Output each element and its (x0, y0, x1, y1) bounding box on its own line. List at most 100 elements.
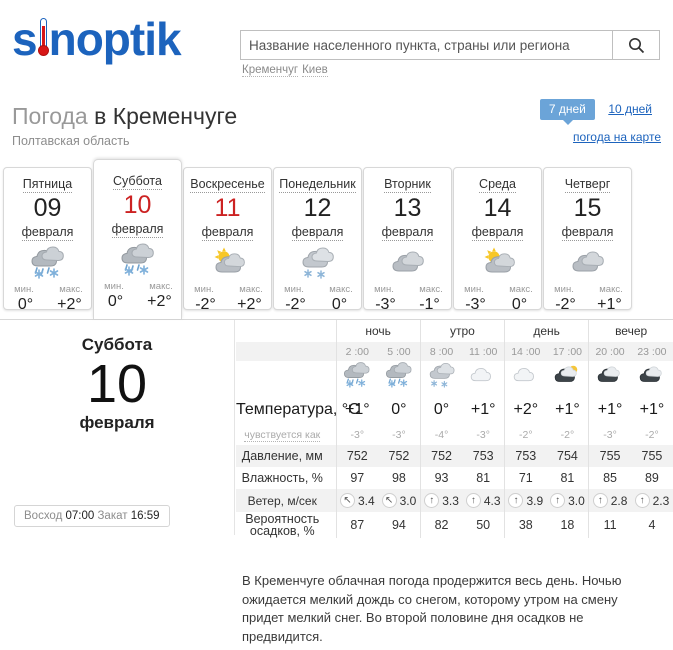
search-icon (628, 37, 644, 53)
day-card-date: 09 (33, 194, 62, 222)
day-card-max-label: макс. (149, 281, 173, 292)
wind-speed-6: 2.8 (610, 493, 628, 508)
day-card-date: 14 (483, 194, 512, 222)
day-card-min-label: мин. (284, 284, 304, 295)
snow-cloud-icon (301, 247, 334, 279)
day-card-weekday: Понедельник (279, 177, 356, 193)
day-card-10[interactable]: Суббота 10 февраля мин. макс. 0° +2° (93, 159, 182, 319)
wind-direction-icon-2: ↑ (424, 493, 440, 508)
region-label: Полтавская область (12, 134, 130, 148)
day-card-min-temp: 0° (107, 293, 124, 310)
wind-speed-0: 3.4 (357, 493, 375, 508)
wind-cell-5: ↑ 3.0 (546, 489, 589, 512)
temperature-cell-0: +1° (335, 396, 379, 424)
time-cell-1: 5 :00 (378, 342, 421, 361)
wind-direction-icon-5: ↑ (550, 493, 566, 508)
temperature-cell-6: +1° (588, 396, 631, 424)
precipitation-cell-6: 11 (588, 512, 631, 538)
sunrise-sunset-box: Восход 07:00 Закат 16:59 (14, 505, 170, 527)
humidity-cell-3: 81 (476, 471, 491, 485)
wind-direction-icon-4: ↑ (508, 493, 524, 508)
day-card-month: февраля (471, 225, 524, 241)
precipitation-cell-1: 94 (391, 518, 406, 532)
day-card-weekday: Пятница (22, 177, 73, 193)
day-card-weekday: Суббота (113, 174, 162, 190)
day-card-max-temp: 0° (331, 296, 348, 313)
site-logo[interactable]: s noptik (12, 16, 182, 62)
cloud-dark-icon (639, 366, 662, 382)
day-card-weather-icon (544, 246, 631, 282)
hourly-forecast-table: ночь утро день вечер 2 :00 5 :00 8 :00 11 :00 14… (236, 320, 673, 538)
time-cell-7: 23 :00 (630, 342, 673, 361)
day-card-min-temp: -2° (285, 296, 306, 313)
label-precipitation: Вероятность осадков, % (245, 512, 320, 538)
wind-direction-icon-3: ↑ (465, 493, 481, 508)
hour-weather-icon-0 (335, 361, 379, 396)
wind-speed-2: 3.3 (442, 493, 459, 508)
day-card-min-label: мин. (554, 284, 574, 295)
cloud-light-icon (470, 367, 492, 382)
day-card-min-label: мин. (104, 281, 124, 292)
day-card-max-temp: +2° (57, 296, 82, 313)
day-cards-strip: Пятница 09 февраля мин. макс. 0° +2° Суббота 10… (0, 159, 673, 319)
day-card-15[interactable]: Четверг 15 февраля мин. макс. -2° +1° (543, 167, 632, 313)
day-card-weekday: Воскресенье (190, 177, 265, 193)
day-card-13[interactable]: Вторник 13 февраля мин. макс. -3° -1° (363, 167, 452, 313)
wind-cell-7: ↑ 2.3 (630, 489, 673, 512)
day-card-max-temp: 0° (511, 296, 528, 313)
day-card-min-temp: -2° (195, 296, 216, 313)
tab-7-days[interactable]: 7 дней (539, 99, 595, 125)
label-wind: Ветер, м/сек (236, 489, 336, 512)
cloud-dark-icon (597, 366, 620, 382)
snow-rain-cloud-icon (344, 362, 370, 388)
day-card-weather-icon (454, 246, 541, 282)
day-card-date: 11 (214, 194, 241, 222)
precipitation-cell-2: 82 (419, 512, 463, 538)
day-card-min-temp: -3° (465, 296, 486, 313)
temperature-cell-7: +1° (639, 401, 665, 418)
search-button[interactable] (612, 30, 660, 60)
day-card-min-label: мин. (194, 284, 214, 295)
pressure-cell-2: 752 (419, 445, 463, 467)
humidity-cell-7: 89 (644, 471, 659, 485)
day-card-weather-icon (364, 246, 451, 282)
day-card-11[interactable]: Воскресенье 11 февраля мин. макс. -2° +2° (183, 167, 272, 313)
day-card-max-label: макс. (239, 284, 263, 295)
wind-cell-0: ↖ 3.4 (335, 489, 379, 512)
selected-day-number: 10 (86, 354, 148, 414)
day-card-weekday: Четверг (564, 177, 611, 193)
wind-speed-1: 3.0 (399, 493, 417, 508)
period-label-2: день (503, 320, 589, 342)
day-card-max-label: макс. (509, 284, 533, 295)
temperature-cell-4: +2° (503, 396, 547, 424)
day-card-09[interactable]: Пятница 09 февраля мин. макс. 0° +2° (3, 167, 92, 313)
period-label-0: ночь (335, 320, 421, 342)
search-input[interactable] (240, 30, 612, 60)
recent-item-0[interactable]: Кременчуг (242, 64, 299, 77)
humidity-cell-6: 85 (588, 467, 631, 489)
wind-cell-3: ↑ 4.3 (462, 489, 505, 512)
day-card-date: 10 (123, 191, 152, 219)
recent-item-1[interactable]: Киев (302, 64, 328, 77)
sun-cloud-icon (214, 247, 245, 273)
wind-speed-3: 4.3 (483, 493, 501, 508)
pressure-cell-7: 755 (630, 445, 673, 467)
moon-cloud-icon (555, 365, 578, 382)
snow-rain-cloud-icon (120, 243, 154, 276)
time-cell-4: 14 :00 (503, 342, 547, 361)
wind-speed-7: 2.3 (652, 493, 670, 508)
weather-map-link[interactable]: погода на карте (573, 130, 661, 144)
hour-weather-icon-1 (378, 361, 420, 396)
humidity-cell-1: 98 (391, 471, 406, 485)
page-title-prefix: Погода (12, 103, 88, 129)
time-cell-6: 20 :00 (588, 342, 631, 361)
day-card-14[interactable]: Среда 14 февраля мин. макс. -3° 0° (453, 167, 542, 313)
day-card-date: 15 (573, 194, 602, 222)
cloud-icon (391, 251, 424, 272)
wind-cell-4: ↑ 3.9 (503, 489, 547, 512)
day-card-12[interactable]: Понедельник 12 февраля мин. макс. -2° 0° (273, 167, 362, 313)
tab-10-days[interactable]: 10 дней (608, 102, 652, 116)
selected-day-summary: Суббота 10 февраля Восход 07:00 Закат 16… (0, 320, 235, 535)
